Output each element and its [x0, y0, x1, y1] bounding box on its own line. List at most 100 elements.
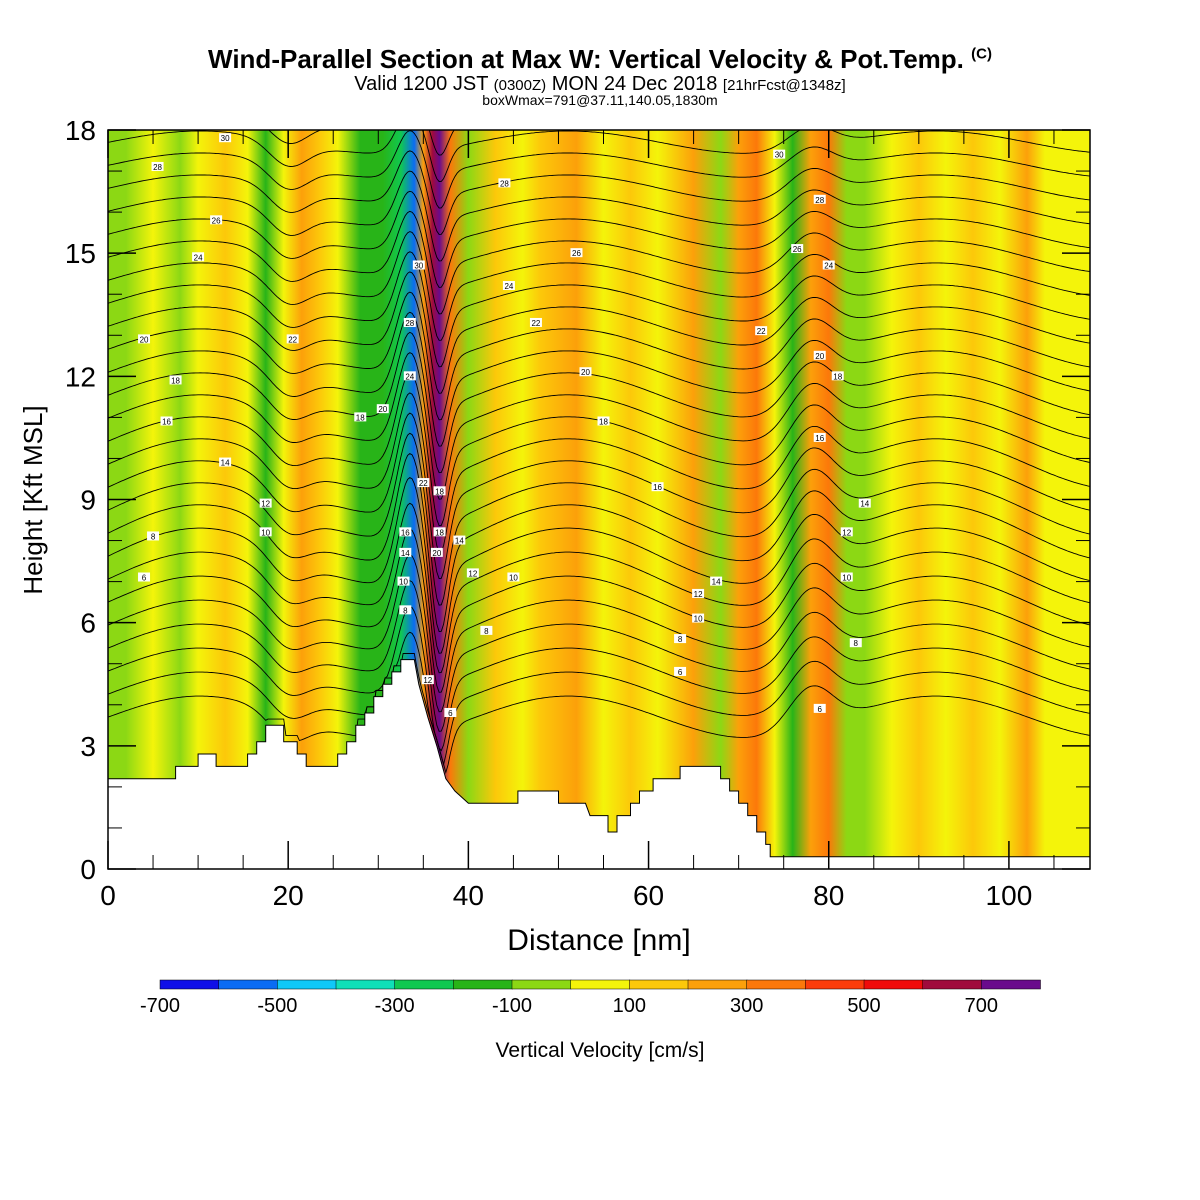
chart-subtitle: Valid 1200 JST (0300Z) MON 24 Dec 2018 […: [0, 73, 1200, 96]
isentrope-line: [108, 231, 1090, 341]
colorbar-swatch: [863, 979, 924, 990]
copyright-mark: (C): [971, 45, 992, 63]
contour-label-text: 20: [432, 549, 441, 558]
contour-label-text: 18: [833, 372, 842, 381]
contour-label-text: 6: [142, 574, 147, 583]
contour-label: 14: [219, 457, 232, 468]
colorbar: -700 -500 -300 -100 100 300 500 700: [140, 979, 1041, 1017]
contour-label-bg: [674, 666, 687, 676]
contour-label-text: 12: [468, 569, 477, 578]
contour-label-text: 10: [509, 574, 518, 583]
contour-label-bg: [354, 412, 367, 422]
contour-label-bg: [858, 498, 871, 508]
contour-label: 18: [433, 486, 446, 496]
contour-label-bg: [674, 634, 687, 644]
isentrope-line: [108, 130, 1090, 182]
contour-label-text: 22: [288, 335, 297, 344]
y-tick-label: 6: [80, 608, 96, 639]
contour-label-bg: [160, 416, 173, 426]
contour-label: 8: [674, 634, 687, 644]
isentrope-line: [108, 352, 1090, 500]
isentrope-line: [108, 502, 1090, 674]
isentrope-line: [108, 432, 1090, 606]
contour-label-bg: [480, 625, 493, 635]
contour-label: 18: [597, 416, 610, 426]
contour-label-text: 10: [694, 615, 703, 624]
colorbar-tick-label: 500: [847, 995, 880, 1017]
forecast-info: [21hrFcst@1348z]: [722, 77, 846, 94]
contour-label-text: 8: [403, 606, 408, 615]
isentrope-line: [108, 605, 1090, 752]
contour-label-bg: [399, 547, 412, 557]
contour-label-bg: [399, 527, 412, 537]
contour-label: 14: [399, 547, 412, 558]
contour-label-bg: [138, 334, 151, 344]
contour-label-bg: [444, 707, 457, 717]
contour-label-bg: [570, 248, 583, 258]
contour-label-text: 8: [151, 532, 156, 541]
contour-label-text: 24: [405, 372, 414, 381]
contour-label: 26: [210, 215, 223, 225]
contour-label-bg: [169, 375, 182, 385]
contour-label-bg: [597, 416, 610, 426]
colorbar-tick-label: 100: [613, 995, 646, 1017]
x-axis-label: Distance [nm]: [507, 924, 690, 957]
contour-label-text: 22: [419, 479, 428, 488]
contour-label-bg: [710, 576, 723, 586]
contour-label: 18: [831, 371, 844, 381]
contour-label: 30: [219, 133, 232, 143]
isentrope-line: [108, 452, 1090, 632]
y-tick-label: 18: [65, 115, 96, 146]
terrain: [108, 659, 1090, 869]
isentrope-line: [108, 190, 1090, 288]
contour-label-text: 30: [221, 134, 230, 143]
colorbar-swatch: [159, 979, 220, 990]
y-axis-label: Height [Kft MSL]: [18, 405, 48, 594]
contour-label-text: 20: [378, 405, 387, 414]
contour-label-text: 18: [435, 487, 444, 496]
contour-label: 18: [433, 527, 446, 537]
isentrope-line: [108, 150, 1090, 235]
contour-label-bg: [210, 215, 223, 225]
isentrope-line: [108, 554, 1090, 713]
contour-label: 12: [421, 675, 434, 685]
contour-label-bg: [453, 535, 466, 545]
potential-temperature-contours: [108, 130, 1090, 775]
contour-label: 28: [813, 194, 826, 205]
contour-label: 20: [138, 334, 151, 344]
contour-label-text: 16: [162, 417, 171, 426]
colorbar-swatch: [981, 979, 1041, 990]
isentrope-line: [108, 130, 1090, 209]
contour-label-text: 22: [531, 319, 540, 328]
colorbar-swatch: [335, 979, 396, 990]
colorbar-swatch: [277, 979, 337, 990]
contour-label-bg: [507, 572, 520, 582]
contour-label-text: 8: [678, 635, 683, 644]
contour-label-bg: [651, 482, 664, 492]
contour-label-bg: [692, 613, 705, 623]
contour-label-bg: [433, 527, 446, 537]
contour-label-bg: [403, 317, 416, 327]
contour-label-text: 20: [581, 368, 590, 377]
contour-label-text: 20: [140, 335, 149, 344]
contour-label-text: 26: [212, 216, 221, 225]
contour-label-bg: [849, 638, 862, 648]
contour-label-bg: [831, 371, 844, 381]
contour-label: 14: [710, 576, 723, 587]
colorbar-swatch: [922, 979, 983, 990]
contour-label-text: 14: [401, 549, 410, 558]
contour-label-text: 14: [860, 500, 869, 509]
contour-label: 22: [529, 317, 542, 328]
contour-label-text: 6: [448, 709, 453, 718]
colorbar-label: Vertical Velocity [cm/s]: [496, 1039, 705, 1062]
contour-label-text: 28: [500, 179, 509, 188]
contour-label-text: 28: [815, 196, 824, 205]
contour-label: 8: [399, 605, 412, 615]
contour-label-text: 24: [504, 282, 513, 291]
contour-label-bg: [417, 478, 430, 488]
contour-label: 16: [813, 432, 826, 443]
contour-label: 16: [160, 416, 173, 426]
contour-label-bg: [791, 244, 804, 254]
contour-label-bg: [692, 588, 705, 598]
